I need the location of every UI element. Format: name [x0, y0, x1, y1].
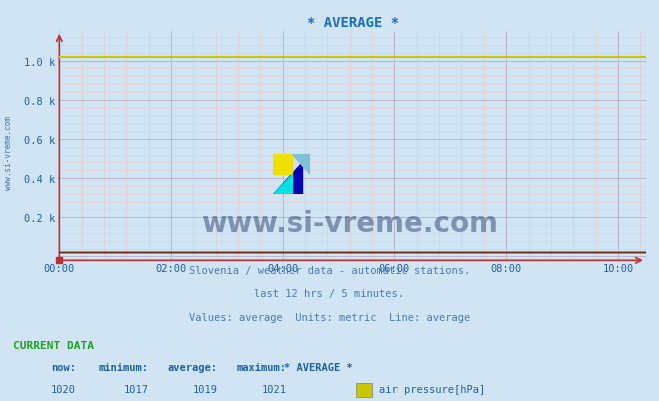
- Text: CURRENT DATA: CURRENT DATA: [13, 341, 94, 350]
- Polygon shape: [273, 174, 291, 194]
- Text: maximum:: maximum:: [237, 362, 287, 372]
- Text: 1017: 1017: [123, 384, 148, 394]
- Text: 1021: 1021: [262, 384, 287, 394]
- Polygon shape: [273, 162, 302, 194]
- Title: * AVERAGE *: * AVERAGE *: [306, 16, 399, 30]
- FancyBboxPatch shape: [356, 383, 372, 397]
- Text: air pressure[hPa]: air pressure[hPa]: [379, 384, 485, 394]
- Text: Values: average  Units: metric  Line: average: Values: average Units: metric Line: aver…: [189, 313, 470, 322]
- Text: * AVERAGE *: * AVERAGE *: [284, 362, 353, 372]
- Bar: [273, 154, 291, 174]
- Text: average:: average:: [167, 362, 217, 372]
- Text: minimum:: minimum:: [98, 362, 148, 372]
- Text: now:: now:: [51, 362, 76, 372]
- Text: www.si-vreme.com: www.si-vreme.com: [4, 115, 13, 189]
- Text: 1019: 1019: [192, 384, 217, 394]
- Text: www.si-vreme.com: www.si-vreme.com: [201, 210, 498, 237]
- Text: 1020: 1020: [51, 384, 76, 394]
- Polygon shape: [291, 154, 310, 174]
- Text: Slovenia / weather data - automatic stations.: Slovenia / weather data - automatic stat…: [189, 265, 470, 275]
- Text: last 12 hrs / 5 minutes.: last 12 hrs / 5 minutes.: [254, 289, 405, 299]
